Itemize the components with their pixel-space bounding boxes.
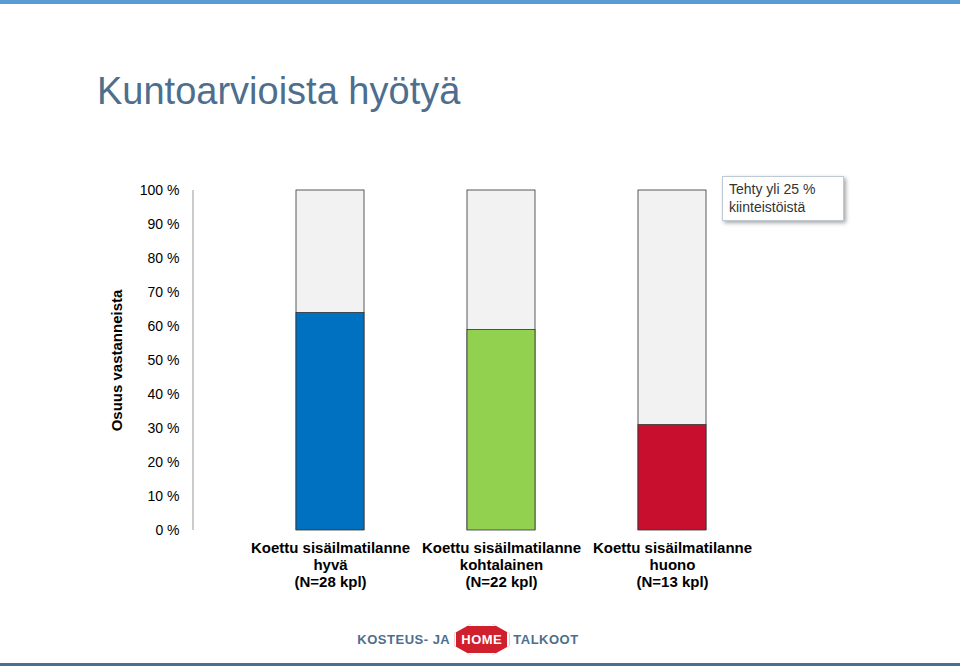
svg-text:30 %: 30 %	[148, 420, 180, 436]
svg-text:Koettu sisäilmatilannekohtalai: Koettu sisäilmatilannekohtalainen(N=22 k…	[422, 539, 581, 591]
svg-text:50 %: 50 %	[148, 352, 180, 368]
svg-text:Osuus vastanneista: Osuus vastanneista	[108, 289, 125, 431]
html-text:KOSTEUS- JA: KOSTEUS- JA	[357, 632, 451, 647]
svg-text:90 %: 90 %	[148, 216, 180, 232]
html-text:Kuntoarvioista hyötyä: Kuntoarvioista hyötyä	[97, 70, 461, 112]
svg-text:100 %: 100 %	[140, 182, 180, 198]
svg-text:0 %: 0 %	[155, 522, 179, 538]
svg-text:Koettu sisäilmatilannehyvä(N=2: Koettu sisäilmatilannehyvä(N=28 kpl)	[251, 539, 410, 591]
svg-text:80 %: 80 %	[148, 250, 180, 266]
svg-text:60 %: 60 %	[148, 318, 180, 334]
html-text:TALKOOT: TALKOOT	[513, 632, 579, 647]
svg-text:Koettu sisäilmatilannehuono(N=: Koettu sisäilmatilannehuono(N=13 kpl)	[593, 539, 752, 591]
svg-text:10 %: 10 %	[148, 488, 180, 504]
svg-text:40 %: 40 %	[148, 386, 180, 402]
html-text:HOME: HOME	[461, 632, 503, 647]
svg-text:20 %: 20 %	[148, 454, 180, 470]
html-text:Tehty yli 25 % kiinteistöistä: Tehty yli 25 % kiinteistöistä	[729, 181, 816, 215]
svg-text:70 %: 70 %	[148, 284, 180, 300]
